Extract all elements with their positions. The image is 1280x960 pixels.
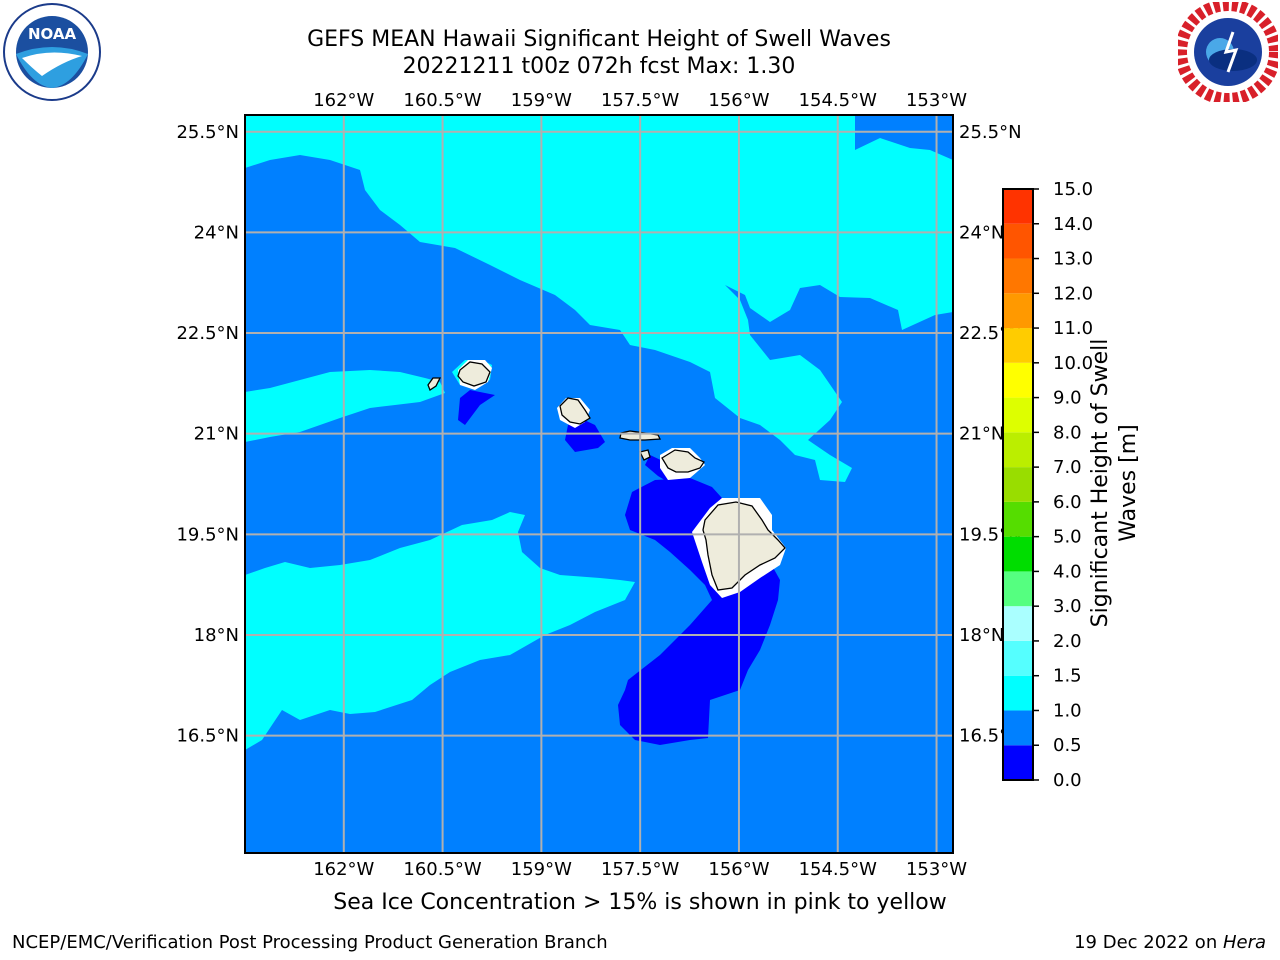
lon-label-bottom: 154.5°W xyxy=(799,859,878,880)
lon-label-bottom: 157.5°W xyxy=(601,859,680,880)
colorbar-tick-label: 14.0 xyxy=(1053,214,1093,235)
lat-label-right: 25.5°N xyxy=(959,122,1022,143)
lat-label-right: 24°N xyxy=(959,222,1004,243)
colorbar-bin xyxy=(1003,467,1033,502)
colorbar-tick-label: 13.0 xyxy=(1053,249,1093,270)
lon-label-bottom: 159°W xyxy=(511,859,572,880)
lon-label-top: 154.5°W xyxy=(799,90,878,111)
lon-labels-top: 162°W 160.5°W 159°W 157.5°W 156°W 154.5°W 153°… xyxy=(313,90,967,111)
footer-credit: NCEP/EMC/Verification Post Processing Pr… xyxy=(12,932,608,953)
colorbar-tick-label: 0.0 xyxy=(1053,770,1082,791)
island-niihau xyxy=(427,377,442,391)
colorbar-bin xyxy=(1003,640,1033,676)
colorbar-bin xyxy=(1003,258,1033,294)
colorbar-ticks: 0.0 0.5 1.0 1.5 2.0 3.0 4.0 5.0 6.0 7.0 8.0 9.0 10.0… xyxy=(1033,179,1093,791)
island-lanai xyxy=(639,449,651,461)
lat-label-left: 16.5°N xyxy=(176,726,239,747)
colorbar-bin xyxy=(1003,675,1033,711)
lon-labels-bottom: 162°W 160.5°W 159°W 157.5°W 156°W 154.5°W 153°… xyxy=(313,859,967,880)
lon-label-bottom: 162°W xyxy=(313,859,374,880)
colorbar-bin xyxy=(1003,362,1033,398)
lon-label-top: 159°W xyxy=(511,90,572,111)
colorbar-bin xyxy=(1003,606,1033,641)
nws-logo xyxy=(1178,2,1278,102)
colorbar-bin xyxy=(1003,432,1033,468)
colorbar-bin xyxy=(1003,293,1033,329)
lat-label-left: 19.5°N xyxy=(176,524,239,545)
gridlines xyxy=(245,115,953,853)
colorbar-tick-label: 0.5 xyxy=(1053,735,1082,756)
colorbar-tick-label: 8.0 xyxy=(1053,422,1082,443)
colorbar-bin xyxy=(1003,189,1033,224)
lon-label-top: 156°W xyxy=(708,90,769,111)
colorbar-frame xyxy=(1002,188,1034,781)
colorbar-tick-label: 2.0 xyxy=(1053,631,1082,652)
colorbar-tick-label: 1.5 xyxy=(1053,666,1082,687)
colorbar-label: Significant Height of Swell Waves [m] xyxy=(1088,338,1141,628)
lon-label-top: 160.5°W xyxy=(403,90,482,111)
chart-title: GEFS MEAN Hawaii Significant Height of S… xyxy=(307,27,891,52)
lat-label-right: 21°N xyxy=(959,424,1004,445)
colorbar-bin xyxy=(1003,571,1033,607)
lon-label-bottom: 160.5°W xyxy=(403,859,482,880)
colorbar-tick-label: 10.0 xyxy=(1053,353,1093,374)
colorbar-tick-label: 7.0 xyxy=(1053,457,1082,478)
colorbar-tick-label: 12.0 xyxy=(1053,283,1093,304)
colorbar-tick-label: 3.0 xyxy=(1053,596,1082,617)
colorbar-tick-label: 1.0 xyxy=(1053,700,1082,721)
island-maui xyxy=(661,449,705,473)
colorbar-tick-label: 4.0 xyxy=(1053,561,1082,582)
colorbar-bin xyxy=(1003,710,1033,746)
footer-host: Hera xyxy=(1222,932,1266,953)
colorbar-bin xyxy=(1003,223,1033,259)
lat-labels-left: 25.5°N 24°N 22.5°N 21°N 19.5°N 18°N 16.5°N xyxy=(176,122,239,747)
colorbar-tick-label: 6.0 xyxy=(1053,492,1082,513)
map-frame xyxy=(244,114,954,854)
colorbar-tick-label: 11.0 xyxy=(1053,318,1093,339)
noaa-logo: NOAA xyxy=(3,3,101,101)
colorbar-bins xyxy=(1003,189,1033,780)
footer-date: 19 Dec 2022 on Hera xyxy=(1074,932,1266,953)
island-hawaii xyxy=(702,501,786,591)
svg-text:NOAA: NOAA xyxy=(28,25,77,43)
lon-label-bottom: 156°W xyxy=(708,859,769,880)
colorbar-bin xyxy=(1003,501,1033,537)
lat-label-left: 25.5°N xyxy=(176,122,239,143)
colorbar-bin xyxy=(1003,536,1033,572)
colorbar-tick-label: 5.0 xyxy=(1053,527,1082,548)
lat-label-left: 22.5°N xyxy=(176,323,239,344)
colorbar-bin xyxy=(1003,397,1033,433)
lat-label-left: 18°N xyxy=(194,625,239,646)
lon-label-bottom: 153°W xyxy=(906,859,967,880)
lat-label-right: 18°N xyxy=(959,625,1004,646)
lon-label-top: 162°W xyxy=(313,90,374,111)
footer-date-text: 19 Dec 2022 on xyxy=(1074,932,1223,953)
island-kauai xyxy=(457,361,491,387)
lat-label-left: 24°N xyxy=(194,222,239,243)
sea-ice-note: Sea Ice Concentration > 15% is shown in … xyxy=(333,890,947,915)
lon-label-top: 157.5°W xyxy=(601,90,680,111)
colorbar-bin xyxy=(1003,328,1033,363)
colorbar-tick-label: 9.0 xyxy=(1053,388,1082,409)
island-oahu xyxy=(559,397,591,425)
swell-contour-1-5 xyxy=(245,115,953,750)
colorbar-tick-label: 15.0 xyxy=(1053,179,1093,200)
chart-subtitle: 20221211 t00z 072h fcst Max: 1.30 xyxy=(402,54,796,79)
colorbar-bin xyxy=(1003,745,1033,780)
islands xyxy=(427,361,786,591)
lat-label-left: 21°N xyxy=(194,424,239,445)
lon-label-top: 153°W xyxy=(906,90,967,111)
